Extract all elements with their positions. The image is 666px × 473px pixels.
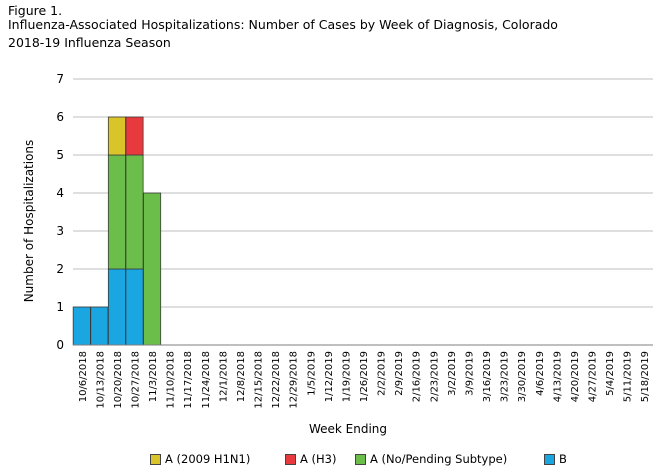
bar-segment: [125, 268, 144, 346]
y-tick-label: 1: [56, 300, 64, 314]
bar-segment: [107, 268, 126, 346]
x-tick-label: 12/15/2018: [254, 351, 265, 409]
y-tick-label: 4: [56, 186, 64, 200]
x-tick-label: 11/17/2018: [183, 351, 194, 409]
x-tick-label: 12/22/2018: [271, 351, 282, 409]
x-tick-label: 1/12/2019: [324, 351, 335, 402]
x-tick-label: 4/27/2019: [587, 351, 598, 402]
y-tick-label: 7: [56, 72, 64, 86]
x-tick-label: 5/11/2019: [623, 351, 634, 402]
legend-label: A (H3): [300, 452, 337, 466]
x-tick-label: 1/5/2019: [306, 351, 317, 396]
x-tick-label: 5/4/2019: [605, 351, 616, 396]
chart-title-line-1: Influenza-Associated Hospitalizations: N…: [8, 17, 558, 32]
x-tick-label: 3/9/2019: [464, 351, 475, 396]
axes: 0 1 2 3 4 5 6 7 10/6/2018 10/13/2018 10/20/2018 10/…: [56, 72, 653, 409]
x-tick-label: 11/10/2018: [166, 351, 177, 409]
y-tick-label: 3: [56, 224, 64, 238]
legend-item: A (No/Pending Subtype): [355, 452, 507, 466]
y-tick-label: 6: [56, 110, 64, 124]
bar-segment: [107, 116, 126, 156]
x-tick-label: 2/9/2019: [394, 351, 405, 396]
y-tick-label: 0: [56, 338, 64, 352]
legend-swatch: [150, 453, 161, 465]
x-tick-label: 12/8/2018: [236, 351, 247, 402]
x-tick-label: 4/6/2019: [535, 351, 546, 396]
legend-swatch: [285, 453, 296, 465]
x-tick-label: 10/20/2018: [113, 351, 124, 409]
x-tick-label: 12/1/2018: [218, 351, 229, 402]
x-tick-label: 11/3/2018: [148, 351, 159, 402]
chart-legend: A (2009 H1N1) A (H3) A (No/Pending Subtype…: [0, 452, 666, 470]
figure-label: Figure 1.: [8, 3, 63, 18]
x-tick-label: 2/23/2019: [429, 351, 440, 402]
legend-swatch: [355, 453, 366, 465]
x-tick-label: 3/2/2019: [447, 351, 458, 396]
y-axis-label: Number of Hospitalizations: [22, 140, 36, 303]
x-tick-label: 1/26/2019: [359, 351, 370, 402]
gridlines: [73, 78, 653, 308]
x-tick-label: 3/30/2019: [517, 351, 528, 402]
bar-segment: [143, 192, 162, 346]
x-tick-label: 5/18/2019: [640, 351, 651, 402]
x-tick-label: 2/2/2019: [377, 351, 388, 396]
bar-segment: [125, 116, 144, 156]
x-tick-label: 4/20/2019: [570, 351, 581, 402]
y-tick-label: 5: [56, 148, 64, 162]
legend-label: A (2009 H1N1): [165, 452, 251, 466]
legend-label: B: [559, 452, 567, 466]
x-tick-label: 10/6/2018: [78, 351, 89, 402]
legend-item: A (2009 H1N1): [150, 452, 250, 466]
x-tick-label: 2/16/2019: [412, 351, 423, 402]
x-tick-label: 3/16/2019: [482, 351, 493, 402]
bar-segment: [72, 306, 91, 346]
x-tick-label: 4/13/2019: [552, 351, 563, 402]
bar-segment: [90, 306, 109, 346]
chart-title-line-2: 2018-19 Influenza Season: [8, 35, 171, 50]
x-axis-label: Week Ending: [309, 422, 387, 436]
y-tick-label: 2: [56, 262, 64, 276]
x-tick-label: 1/19/2019: [341, 351, 352, 402]
x-tick-label: 10/27/2018: [131, 351, 142, 409]
legend-item: A (H3): [285, 452, 336, 466]
x-tick-label: 12/29/2018: [289, 351, 300, 409]
legend-label: A (No/Pending Subtype): [370, 452, 508, 466]
bar-segment: [125, 154, 144, 270]
x-tick-label: 3/23/2019: [500, 351, 511, 402]
x-tick-label: 11/24/2018: [201, 351, 212, 409]
bar-segment: [107, 154, 126, 270]
legend-item: B: [544, 452, 567, 466]
legend-swatch: [544, 453, 555, 465]
x-tick-label: 10/13/2018: [95, 351, 106, 409]
